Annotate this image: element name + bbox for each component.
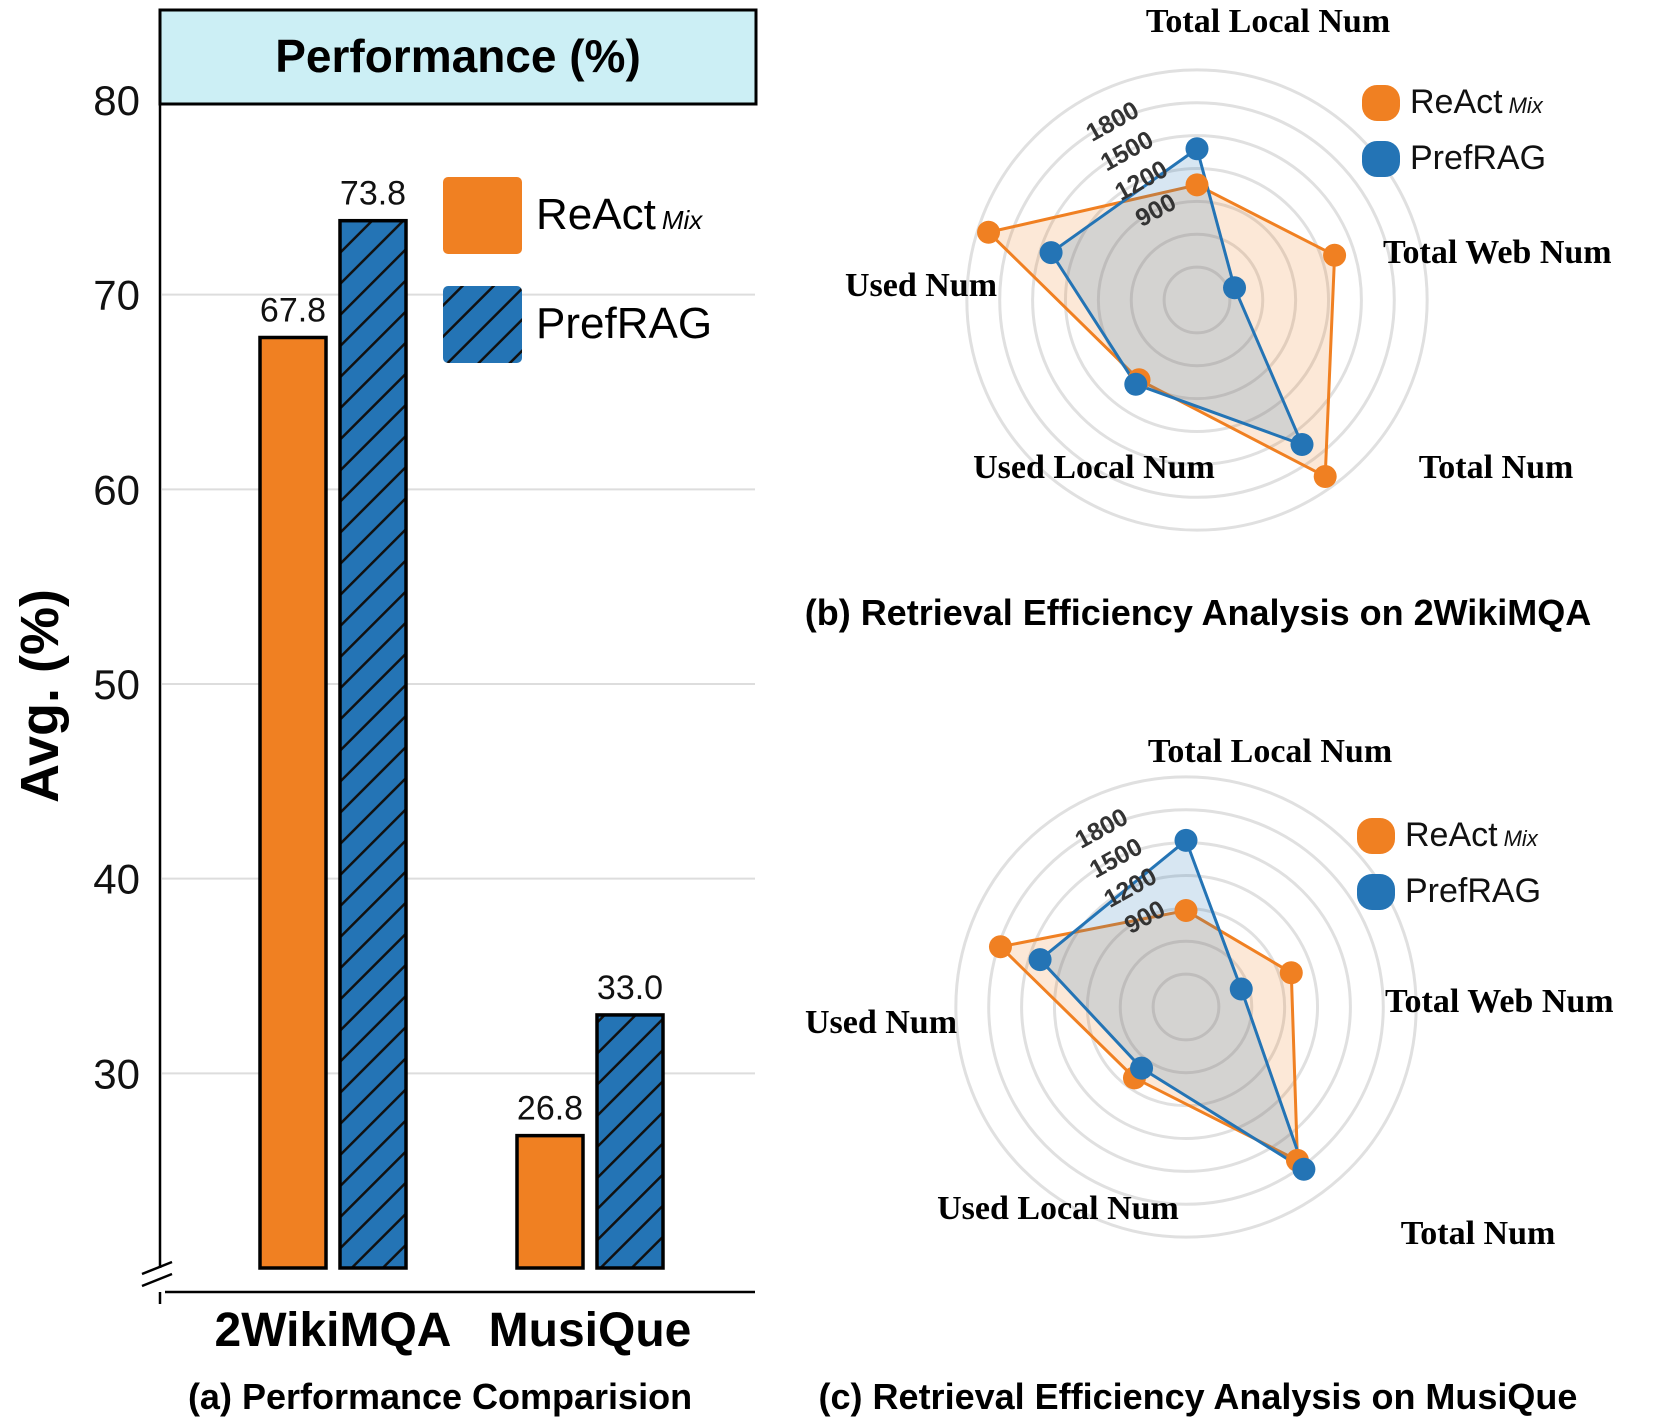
radar-ring	[998, 101, 1396, 499]
bar-data-label: 26.8	[517, 1090, 583, 1128]
bar	[595, 1013, 665, 1270]
y-axis-label: Avg. (%)	[10, 589, 70, 803]
radar-point	[1229, 977, 1253, 1001]
radar-axis-labels: Total Local Num Total Web Num Total Num Use…	[845, 3, 1612, 486]
bar-axes	[141, 100, 755, 1304]
legend-label-prefrag: PrefRAG	[1405, 872, 1541, 910]
radar-axis-label: Used Num	[845, 267, 997, 304]
bar-series	[258, 218, 665, 1270]
radar-ring	[1118, 939, 1254, 1075]
radar-axis-label: Total Num	[1401, 1215, 1556, 1252]
radar-area	[987, 183, 1337, 478]
radar-ring	[1031, 134, 1363, 466]
legend-label-prefrag: PrefRAG	[536, 299, 712, 348]
radar-ring	[1162, 265, 1232, 335]
radar-axis-label: Total Local Num	[1148, 733, 1392, 770]
chart-title: Performance (%)	[275, 30, 641, 82]
radar-axis-label: Used Local Num	[973, 449, 1215, 486]
bar-data-label: 73.8	[340, 175, 406, 213]
bar-legend: ReAct Mix PrefRAG	[443, 177, 712, 363]
bar	[258, 335, 328, 1270]
radar-point	[1279, 961, 1303, 985]
radar-point	[1185, 173, 1209, 197]
radar-legend-b: ReAct Mix PrefRAG	[1362, 83, 1546, 177]
chart-title-box	[158, 8, 758, 106]
x-category-label: 2WikiMQA	[215, 1304, 452, 1357]
legend-label-react: ReAct Mix	[536, 190, 703, 239]
legend-swatch-prefrag	[1357, 874, 1395, 910]
radar-axis-label: Used Local Num	[937, 1190, 1179, 1227]
radar-point	[1174, 828, 1198, 852]
legend-swatch-react	[443, 177, 522, 254]
x-category-label: MusiQue	[489, 1304, 692, 1357]
performance-bar-chart: 30 40 50 60 70 80 67.8 73.8 26.8 33.0 2WikiMQA Mu…	[10, 8, 758, 1417]
y-tick-label: 60	[93, 466, 140, 513]
radar-axis-label: Used Num	[805, 1004, 957, 1041]
radar-legend-c: ReAct Mix PrefRAG	[1357, 816, 1541, 910]
legend-swatch-react	[1357, 818, 1395, 854]
radar-point	[1130, 1056, 1154, 1080]
radar-area	[1038, 838, 1306, 1171]
y-tick-label: 80	[93, 77, 140, 124]
radar-series	[988, 828, 1316, 1181]
legend-swatch-prefrag	[1362, 141, 1400, 177]
radar-point	[1323, 243, 1347, 267]
radar-point	[988, 935, 1012, 959]
bar-data-label: 33.0	[597, 969, 663, 1007]
legend-swatch-prefrag	[443, 286, 522, 363]
caption-b: (b) Retrieval Efficiency Analysis on 2Wi…	[805, 592, 1592, 633]
bar-gridlines	[162, 293, 755, 1075]
legend-swatch-react	[1362, 85, 1400, 121]
bar-y-tick-labels: 30 40 50 60 70 80	[93, 77, 140, 1097]
radar-area	[998, 909, 1299, 1162]
radar-rings	[965, 68, 1429, 532]
radar-point	[1292, 1157, 1316, 1181]
radar-ring	[1096, 199, 1298, 401]
radar-ring	[965, 68, 1429, 532]
radar-point	[1313, 464, 1337, 488]
caption-a: (a) Performance Comparision	[188, 1376, 692, 1417]
radar-ring	[1052, 873, 1320, 1141]
radar-point	[1223, 276, 1247, 300]
bar	[338, 218, 408, 1270]
radar-axis-label: Total Num	[1419, 449, 1574, 486]
radar-point	[1039, 241, 1063, 265]
radar-ring	[1151, 972, 1221, 1042]
radar-axis-label: Total Local Num	[1146, 3, 1390, 40]
radar-series	[977, 137, 1347, 488]
y-tick-label: 70	[93, 272, 140, 319]
radar-axis-label: Total Web Num	[1385, 983, 1614, 1020]
radar-point	[1174, 899, 1198, 923]
radar-ring	[1063, 166, 1331, 434]
bar-category-labels: 2WikiMQA MusiQue	[215, 1304, 692, 1357]
radar-area	[1049, 147, 1304, 447]
radar-point	[1124, 372, 1148, 396]
radar-ring	[987, 808, 1385, 1206]
axis-break-mark	[141, 1272, 173, 1288]
bar-data-label: 67.8	[260, 291, 326, 329]
radar-point	[1290, 433, 1314, 457]
caption-c: (c) Retrieval Efficiency Analysis on Mus…	[819, 1376, 1578, 1417]
legend-label-react: ReAct Mix	[1405, 816, 1539, 854]
radar-point	[1028, 948, 1052, 972]
y-tick-label: 30	[93, 1050, 140, 1097]
legend-label-react: ReAct Mix	[1410, 83, 1544, 121]
bar	[515, 1133, 585, 1270]
radar-axis-label: Total Web Num	[1383, 234, 1612, 271]
legend-label-prefrag: PrefRAG	[1410, 139, 1546, 177]
axis-break-mark	[141, 1260, 173, 1276]
radar-ring	[1129, 232, 1265, 368]
radar-axis-labels: Total Local Num Total Web Num Total Num Use…	[805, 733, 1614, 1252]
bar-data-labels: 67.8 73.8 26.8 33.0	[260, 175, 663, 1128]
radar-point	[1185, 137, 1209, 161]
y-tick-label: 50	[93, 661, 140, 708]
radar-ring	[954, 775, 1418, 1239]
radar-point	[977, 220, 1001, 244]
y-tick-label: 40	[93, 856, 140, 903]
